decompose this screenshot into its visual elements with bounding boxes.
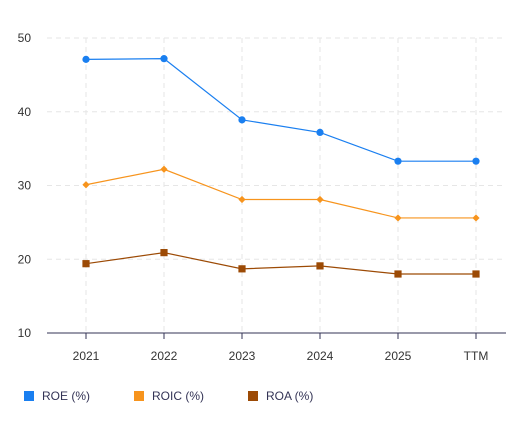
data-point	[160, 55, 168, 63]
data-point	[472, 214, 480, 222]
legend-item[interactable]: ROE (%)	[24, 389, 90, 403]
data-point	[394, 157, 402, 165]
y-tick-label: 50	[18, 31, 32, 45]
x-tick-label: 2022	[151, 349, 178, 363]
legend-label: ROE (%)	[42, 389, 90, 403]
legend-item[interactable]: ROA (%)	[248, 389, 313, 403]
y-tick-label: 30	[18, 179, 32, 193]
x-tick-label: 2021	[73, 349, 100, 363]
series	[82, 55, 480, 165]
data-point	[238, 195, 246, 204]
series-line	[85, 168, 476, 219]
data-point	[82, 181, 90, 189]
legend-item[interactable]: ROIC (%)	[134, 389, 204, 403]
data-point	[238, 116, 246, 124]
series-line	[85, 252, 476, 275]
x-tick-label: 2023	[229, 349, 256, 363]
data-point	[82, 260, 90, 268]
data-point	[160, 249, 168, 257]
series	[82, 165, 480, 222]
legend-label: ROA (%)	[266, 389, 314, 403]
legend-swatch	[24, 391, 34, 401]
data-point	[82, 55, 90, 63]
data-point	[316, 262, 324, 270]
data-point	[316, 195, 324, 204]
data-point	[472, 157, 480, 165]
data-point	[394, 270, 402, 278]
y-tick-label: 20	[18, 252, 32, 266]
data-point	[316, 128, 324, 136]
axes: 10 20 30 40 50 2021 2022 2023 2024 2025 TTM	[18, 31, 506, 363]
data-point	[160, 165, 168, 173]
legend-swatch	[248, 391, 258, 401]
series	[82, 249, 480, 278]
x-tick-label: 2025	[385, 349, 412, 363]
legend-label: ROIC (%)	[152, 389, 204, 403]
x-tick-label: 2024	[307, 349, 334, 363]
y-tick-label: 40	[18, 105, 32, 119]
line-chart: 10 20 30 40 50 2021 2022 2023 2024 2025 TTM	[18, 31, 506, 363]
series-group	[82, 55, 480, 278]
legend: ROE (%) ROIC (%) ROA (%)	[24, 386, 494, 406]
data-point	[472, 270, 480, 278]
series-line	[85, 58, 476, 162]
grid	[47, 37, 506, 333]
data-point	[238, 265, 246, 273]
data-point	[394, 214, 402, 222]
legend-swatch	[134, 391, 144, 401]
y-tick-label: 10	[18, 326, 32, 340]
x-tick-label: TTM	[464, 349, 489, 363]
